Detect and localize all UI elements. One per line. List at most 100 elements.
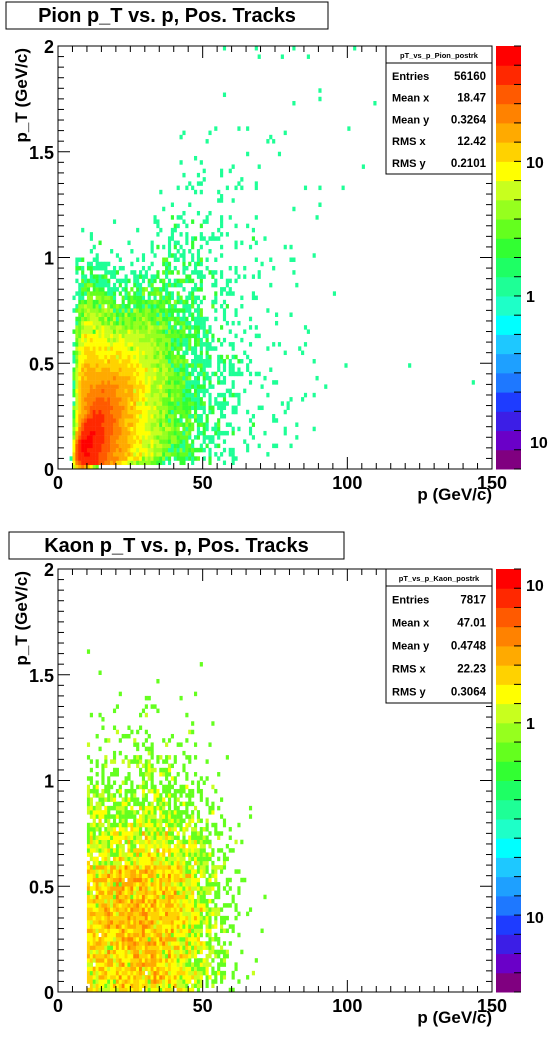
heatmap-bin — [147, 333, 151, 339]
heatmap-bin — [124, 456, 128, 461]
heatmap-bin — [170, 388, 174, 394]
heatmap-bin — [240, 839, 244, 845]
heatmap-bin — [75, 397, 79, 402]
heatmap-bin — [133, 435, 137, 440]
heatmap-bin — [107, 443, 111, 449]
heatmap-bin — [162, 439, 166, 444]
heatmap-bin — [139, 784, 143, 790]
heatmap-bin — [118, 941, 122, 946]
heatmap-bin — [124, 401, 128, 406]
heatmap-bin — [156, 983, 160, 989]
heatmap-bin — [196, 839, 201, 845]
heatmap-bin — [222, 430, 227, 436]
heatmap-bin — [136, 801, 140, 807]
heatmap-bin — [156, 304, 160, 309]
heatmap-bin — [133, 342, 137, 347]
heatmap-bin — [133, 788, 137, 794]
heatmap-bin — [112, 388, 117, 394]
heatmap-bin — [95, 452, 99, 457]
heatmap-bin — [95, 253, 99, 258]
heatmap-bin — [167, 430, 172, 436]
y-tick-label: 2 — [44, 37, 54, 57]
heatmap-bin — [272, 443, 276, 449]
heatmap-bin — [78, 291, 82, 296]
heatmap-bin — [107, 983, 111, 989]
heatmap-bin — [104, 456, 108, 461]
heatmap-bin — [156, 439, 160, 444]
heatmap-bin — [107, 316, 111, 322]
heatmap-bin — [199, 181, 203, 186]
heatmap-bin — [176, 346, 180, 351]
heatmap-bin — [104, 265, 108, 271]
heatmap-bin — [107, 304, 111, 309]
heatmap-bin — [127, 759, 131, 764]
heatmap-bin — [95, 801, 99, 807]
heatmap-bin — [81, 388, 85, 394]
heatmap-bin — [167, 249, 172, 254]
heatmap-bin — [208, 937, 212, 942]
heatmap-bin — [107, 308, 111, 313]
heatmap-bin — [205, 852, 209, 857]
heatmap-bin — [159, 430, 163, 436]
heatmap-bin — [141, 380, 146, 385]
heatmap-bin — [144, 738, 148, 743]
heatmap-bin — [211, 721, 215, 726]
heatmap-bin — [179, 932, 183, 938]
heatmap-bin — [193, 367, 198, 372]
heatmap-bin — [185, 793, 189, 798]
heatmap-bin — [121, 818, 125, 824]
heatmap-bin — [199, 983, 203, 989]
heatmap-bin — [173, 920, 177, 925]
heatmap-bin — [188, 426, 192, 432]
heatmap-bin — [208, 911, 212, 917]
heatmap-bin — [144, 452, 148, 457]
stats-label: RMS x — [392, 136, 427, 148]
heatmap-bin — [141, 801, 146, 807]
heatmap-bin — [191, 915, 195, 921]
heatmap-bin — [199, 287, 203, 292]
heatmap-bin — [89, 869, 93, 874]
heatmap-bin — [107, 962, 111, 967]
heatmap-bin — [220, 945, 224, 950]
heatmap-bin — [118, 818, 122, 824]
heatmap-bin — [228, 278, 232, 284]
heatmap-bin — [115, 456, 120, 461]
heatmap-bin — [81, 333, 85, 339]
heatmap-bin — [185, 320, 189, 326]
heatmap-bin — [75, 380, 79, 385]
heatmap-bin — [173, 435, 177, 440]
heatmap-bin — [159, 278, 163, 284]
heatmap-bin — [127, 797, 131, 802]
heatmap-bin — [112, 932, 117, 938]
heatmap-bin — [173, 384, 177, 389]
heatmap-bin — [225, 890, 229, 895]
heatmap-bin — [179, 401, 183, 406]
heatmap-bin — [121, 958, 125, 963]
heatmap-bin — [95, 265, 99, 271]
heatmap-bin — [179, 865, 183, 870]
heatmap-bin — [141, 325, 146, 330]
heatmap-bin — [159, 924, 163, 929]
heatmap-bin — [165, 772, 169, 777]
heatmap-bin — [144, 418, 148, 423]
heatmap-bin — [118, 860, 122, 866]
heatmap-bin — [107, 346, 111, 351]
heatmap-bin — [167, 894, 172, 900]
heatmap-bin — [182, 852, 186, 857]
heatmap-bin — [95, 860, 99, 866]
heatmap-bin — [115, 287, 120, 292]
heatmap-bin — [159, 945, 163, 950]
heatmap-bin — [182, 911, 186, 917]
heatmap-bin — [162, 363, 166, 368]
heatmap-bin — [112, 367, 117, 372]
heatmap-bin — [150, 780, 154, 785]
heatmap-bin — [141, 333, 146, 339]
heatmap-bin — [92, 928, 96, 934]
heatmap-bin — [101, 426, 105, 432]
heatmap-bin — [237, 126, 241, 131]
heatmap-bin — [115, 886, 120, 891]
heatmap-bin — [127, 308, 131, 313]
heatmap-bin — [130, 869, 134, 874]
heatmap-bin — [75, 384, 79, 389]
heatmap-bin — [121, 456, 125, 461]
